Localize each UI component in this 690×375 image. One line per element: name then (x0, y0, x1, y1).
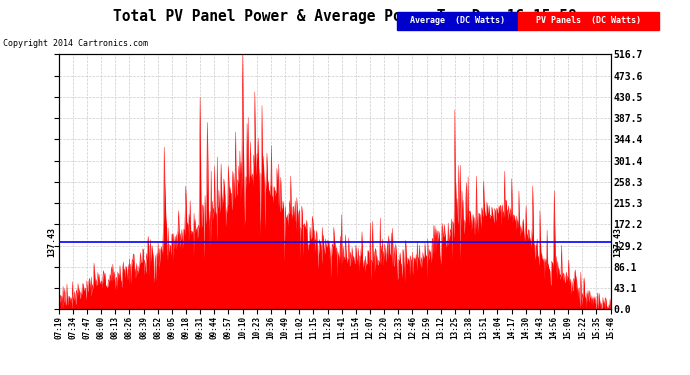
Text: Average  (DC Watts): Average (DC Watts) (410, 16, 504, 25)
Text: 137.43: 137.43 (47, 226, 56, 256)
Text: Total PV Panel Power & Average Power Tue Dec 16 15:58: Total PV Panel Power & Average Power Tue… (113, 9, 577, 24)
Text: 137.43: 137.43 (613, 226, 622, 256)
Text: Copyright 2014 Cartronics.com: Copyright 2014 Cartronics.com (3, 39, 148, 48)
Text: PV Panels  (DC Watts): PV Panels (DC Watts) (535, 16, 641, 25)
